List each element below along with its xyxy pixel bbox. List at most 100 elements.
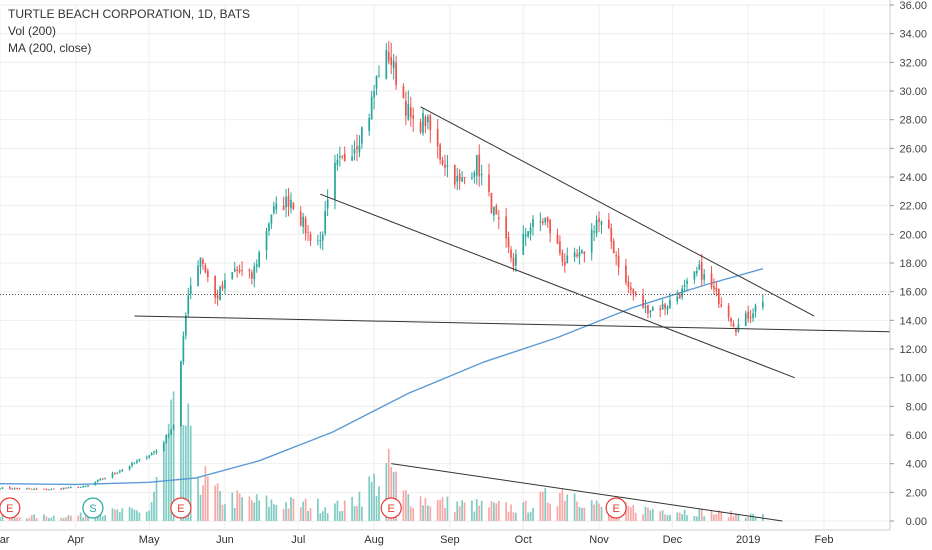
candle-body — [206, 270, 209, 277]
candle-body — [336, 159, 339, 166]
candle-body — [118, 471, 121, 473]
candle-body — [28, 488, 31, 490]
volume-bar — [644, 506, 647, 521]
volume-bar — [752, 513, 754, 521]
candle-body — [710, 273, 713, 287]
volume-indicator-label[interactable]: Vol (200) — [8, 24, 57, 38]
time-tick-label: Oct — [515, 534, 532, 546]
candle-body — [441, 160, 444, 165]
candle-body — [717, 289, 720, 304]
candle-body — [424, 116, 427, 126]
event-marker[interactable] — [0, 497, 21, 519]
volume-bar — [387, 448, 390, 521]
symbol-title[interactable]: TURTLE BEACH CORPORATION, 1D, BATS — [8, 7, 251, 21]
candle-body — [532, 219, 534, 227]
candle-body — [700, 262, 703, 280]
volume-bar — [241, 497, 243, 521]
volume-bar — [527, 512, 529, 521]
candle-body — [138, 458, 141, 461]
candle-body — [471, 177, 473, 179]
candle-body — [683, 284, 686, 287]
candle-body — [319, 240, 322, 242]
event-marker[interactable] — [380, 497, 402, 519]
volume-bar — [96, 517, 99, 521]
candle-body — [253, 266, 256, 279]
event-marker[interactable] — [82, 497, 104, 519]
candle-body — [368, 117, 371, 131]
time-tick-label: Dec — [663, 534, 683, 546]
volume-bar — [116, 509, 119, 521]
price-tick-label: 2.00 — [906, 487, 927, 499]
candle-body — [458, 173, 461, 181]
candle-body — [224, 280, 226, 289]
candle-body — [45, 488, 48, 490]
candle-body — [275, 203, 278, 210]
candle-body — [282, 205, 285, 211]
volume-bar — [33, 514, 36, 521]
candle-body — [563, 262, 566, 266]
candle-body — [236, 269, 239, 271]
volume-bar — [170, 399, 173, 521]
candle-body — [598, 218, 600, 223]
time-tick-label: 2019 — [736, 534, 760, 546]
candle-body — [583, 251, 586, 254]
price-tick-label: 26.00 — [899, 143, 927, 155]
candle-body — [16, 487, 18, 489]
candle-body — [632, 289, 635, 294]
candle-body — [184, 315, 187, 336]
volume-bar — [339, 511, 341, 521]
volume-bar — [720, 511, 723, 521]
candle-body — [749, 316, 752, 318]
volume-bar — [138, 512, 141, 521]
candle-body — [248, 269, 251, 271]
ma-line — [0, 268, 764, 486]
candle-body — [453, 164, 456, 185]
candle-body — [52, 488, 55, 490]
time-tick-label: May — [139, 534, 160, 546]
volume-bar — [82, 517, 84, 521]
candle-body — [268, 223, 270, 231]
time-tick-label: Sep — [440, 534, 460, 546]
candle-body — [114, 472, 116, 474]
volume-bar — [336, 500, 339, 521]
candle-body — [180, 362, 182, 426]
event-marker[interactable] — [170, 497, 192, 519]
volume-bar — [727, 517, 730, 521]
price-tick-label: 34.00 — [899, 29, 927, 41]
volume-bar — [735, 513, 737, 521]
volume-bar — [202, 485, 204, 521]
volume-bar — [268, 506, 270, 521]
volume-bar — [407, 494, 410, 521]
volume-bar — [275, 505, 278, 521]
candle-body — [356, 146, 358, 150]
volume-bar — [632, 504, 635, 521]
volume-bar — [16, 517, 18, 521]
volume-bar — [334, 503, 336, 521]
volume-bar — [693, 515, 696, 521]
price-tick-label: 28.00 — [899, 115, 927, 127]
candle-body — [590, 229, 593, 253]
volume-bar — [541, 491, 544, 521]
volume-bar — [480, 501, 483, 521]
candle-body — [202, 259, 204, 264]
volume-bar — [35, 518, 38, 521]
volume-bar — [419, 496, 422, 521]
volume-bar — [561, 489, 564, 521]
candle-body — [392, 60, 395, 69]
candle-body — [593, 231, 596, 233]
event-marker[interactable] — [605, 497, 627, 519]
price-axis[interactable]: 36.00 34.00 32.00 30.00 28.00 26.00 24.00 22.00… — [889, 0, 927, 530]
ma-indicator-label[interactable]: MA (200, close) — [8, 41, 92, 55]
candle-body — [512, 257, 515, 267]
candle-body — [131, 462, 133, 466]
time-axis[interactable]: Mar Apr May Jun Jul Aug Sep Oct Nov Dec 2019 Feb — [0, 529, 890, 546]
price-tick-label: 22.00 — [899, 201, 927, 213]
volume-bar — [497, 501, 500, 521]
candle-body — [231, 272, 234, 279]
candle-body — [539, 221, 542, 223]
candle-body — [165, 435, 168, 443]
volume-bar — [30, 515, 33, 521]
